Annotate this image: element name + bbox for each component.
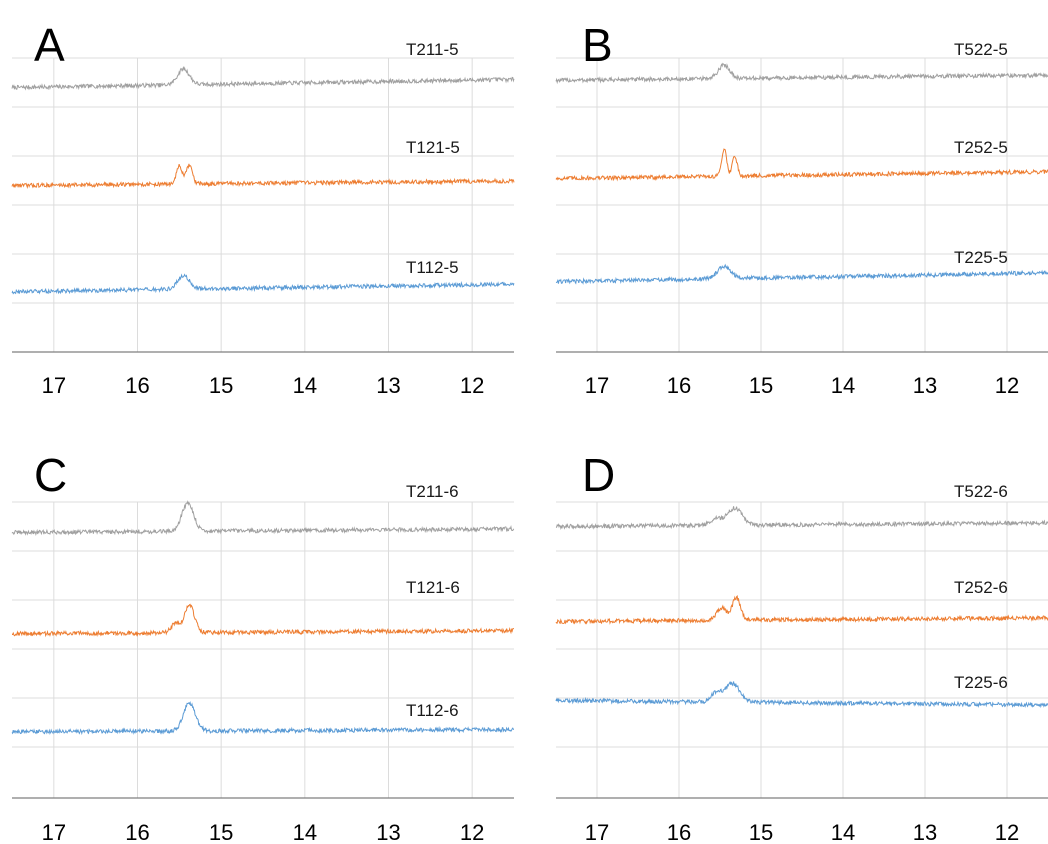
series-label: T522-5 [954, 40, 1008, 59]
series-line [555, 595, 1048, 625]
chart-panel-a: 17 16 15 14 13 12 T211-5 T121-5 T112-5 A [0, 0, 524, 422]
series-label: T225-6 [954, 673, 1008, 692]
series-label: T211-5 [406, 40, 459, 59]
x-tick-label: 16 [125, 820, 149, 844]
x-tick-label: 17 [585, 820, 609, 844]
series-label: T252-5 [954, 138, 1008, 157]
series-line [11, 500, 515, 536]
x-tick-label: 15 [749, 820, 773, 844]
series-label: T225-5 [954, 248, 1008, 267]
gridlines [556, 501, 1048, 798]
series-line [555, 263, 1048, 285]
x-tick-label: 17 [585, 373, 609, 398]
series-line [555, 680, 1048, 709]
chart-panel-c: 17 16 15 14 13 12 T211-6 T121-6 T112-6 C [0, 422, 524, 844]
x-tick-label: 16 [667, 820, 691, 844]
chart-panel-d: 17 16 15 14 13 12 T522-6 T252-6 T225-6 D [524, 422, 1048, 844]
x-tick-label: 13 [913, 373, 937, 398]
x-tick-label: 12 [995, 373, 1019, 398]
series-label: T112-6 [406, 701, 459, 720]
panel-letter: B [582, 19, 613, 71]
x-tick-label: 17 [42, 373, 66, 398]
gridlines [556, 57, 1048, 352]
series-label: T121-5 [406, 138, 460, 157]
x-tick-label: 12 [460, 820, 484, 844]
series-line [11, 66, 515, 91]
chart-panel-b: 17 16 15 14 13 12 T522-5 T252-5 T225-5 B [524, 0, 1048, 422]
series-line [11, 603, 515, 638]
chart-svg-a: 17 16 15 14 13 12 T211-5 T121-5 T112-5 [11, 40, 515, 398]
x-tick-label: 16 [667, 373, 691, 398]
x-tick-label: 15 [749, 373, 773, 398]
series-label: T211-6 [406, 482, 459, 501]
x-tick-label: 15 [209, 373, 233, 398]
series-line [555, 506, 1048, 531]
x-tick-label: 16 [125, 373, 149, 398]
series-line [555, 148, 1048, 182]
series-line [11, 701, 515, 736]
x-tick-label: 12 [995, 820, 1019, 844]
series-line [555, 62, 1048, 85]
gridlines [12, 57, 514, 352]
chart-svg-d: 17 16 15 14 13 12 T522-6 T252-6 T225-6 [555, 482, 1048, 844]
chart-svg-b: 17 16 15 14 13 12 T522-5 T252-5 T225-5 [555, 40, 1048, 398]
series-label: T121-6 [406, 578, 460, 597]
x-tick-label: 14 [831, 820, 855, 844]
panel-letter: A [34, 19, 65, 71]
series-line [11, 273, 515, 295]
series-label: T112-5 [406, 258, 459, 277]
gridlines [12, 501, 514, 798]
chart-svg-c: 17 16 15 14 13 12 T211-6 T121-6 T112-6 [11, 482, 515, 844]
x-tick-label: 13 [376, 820, 400, 844]
panel-letter: C [34, 449, 68, 501]
series-label: T522-6 [954, 482, 1008, 501]
x-tick-label: 15 [209, 820, 233, 844]
x-tick-label: 17 [42, 820, 66, 844]
series-label: T252-6 [954, 578, 1008, 597]
series-line [11, 163, 515, 189]
x-tick-label: 13 [913, 820, 937, 844]
panel-letter: D [582, 449, 616, 501]
x-tick-label: 14 [293, 820, 317, 844]
x-tick-label: 13 [376, 373, 400, 398]
x-tick-label: 14 [831, 373, 855, 398]
x-tick-label: 12 [460, 373, 484, 398]
x-tick-label: 14 [293, 373, 317, 398]
